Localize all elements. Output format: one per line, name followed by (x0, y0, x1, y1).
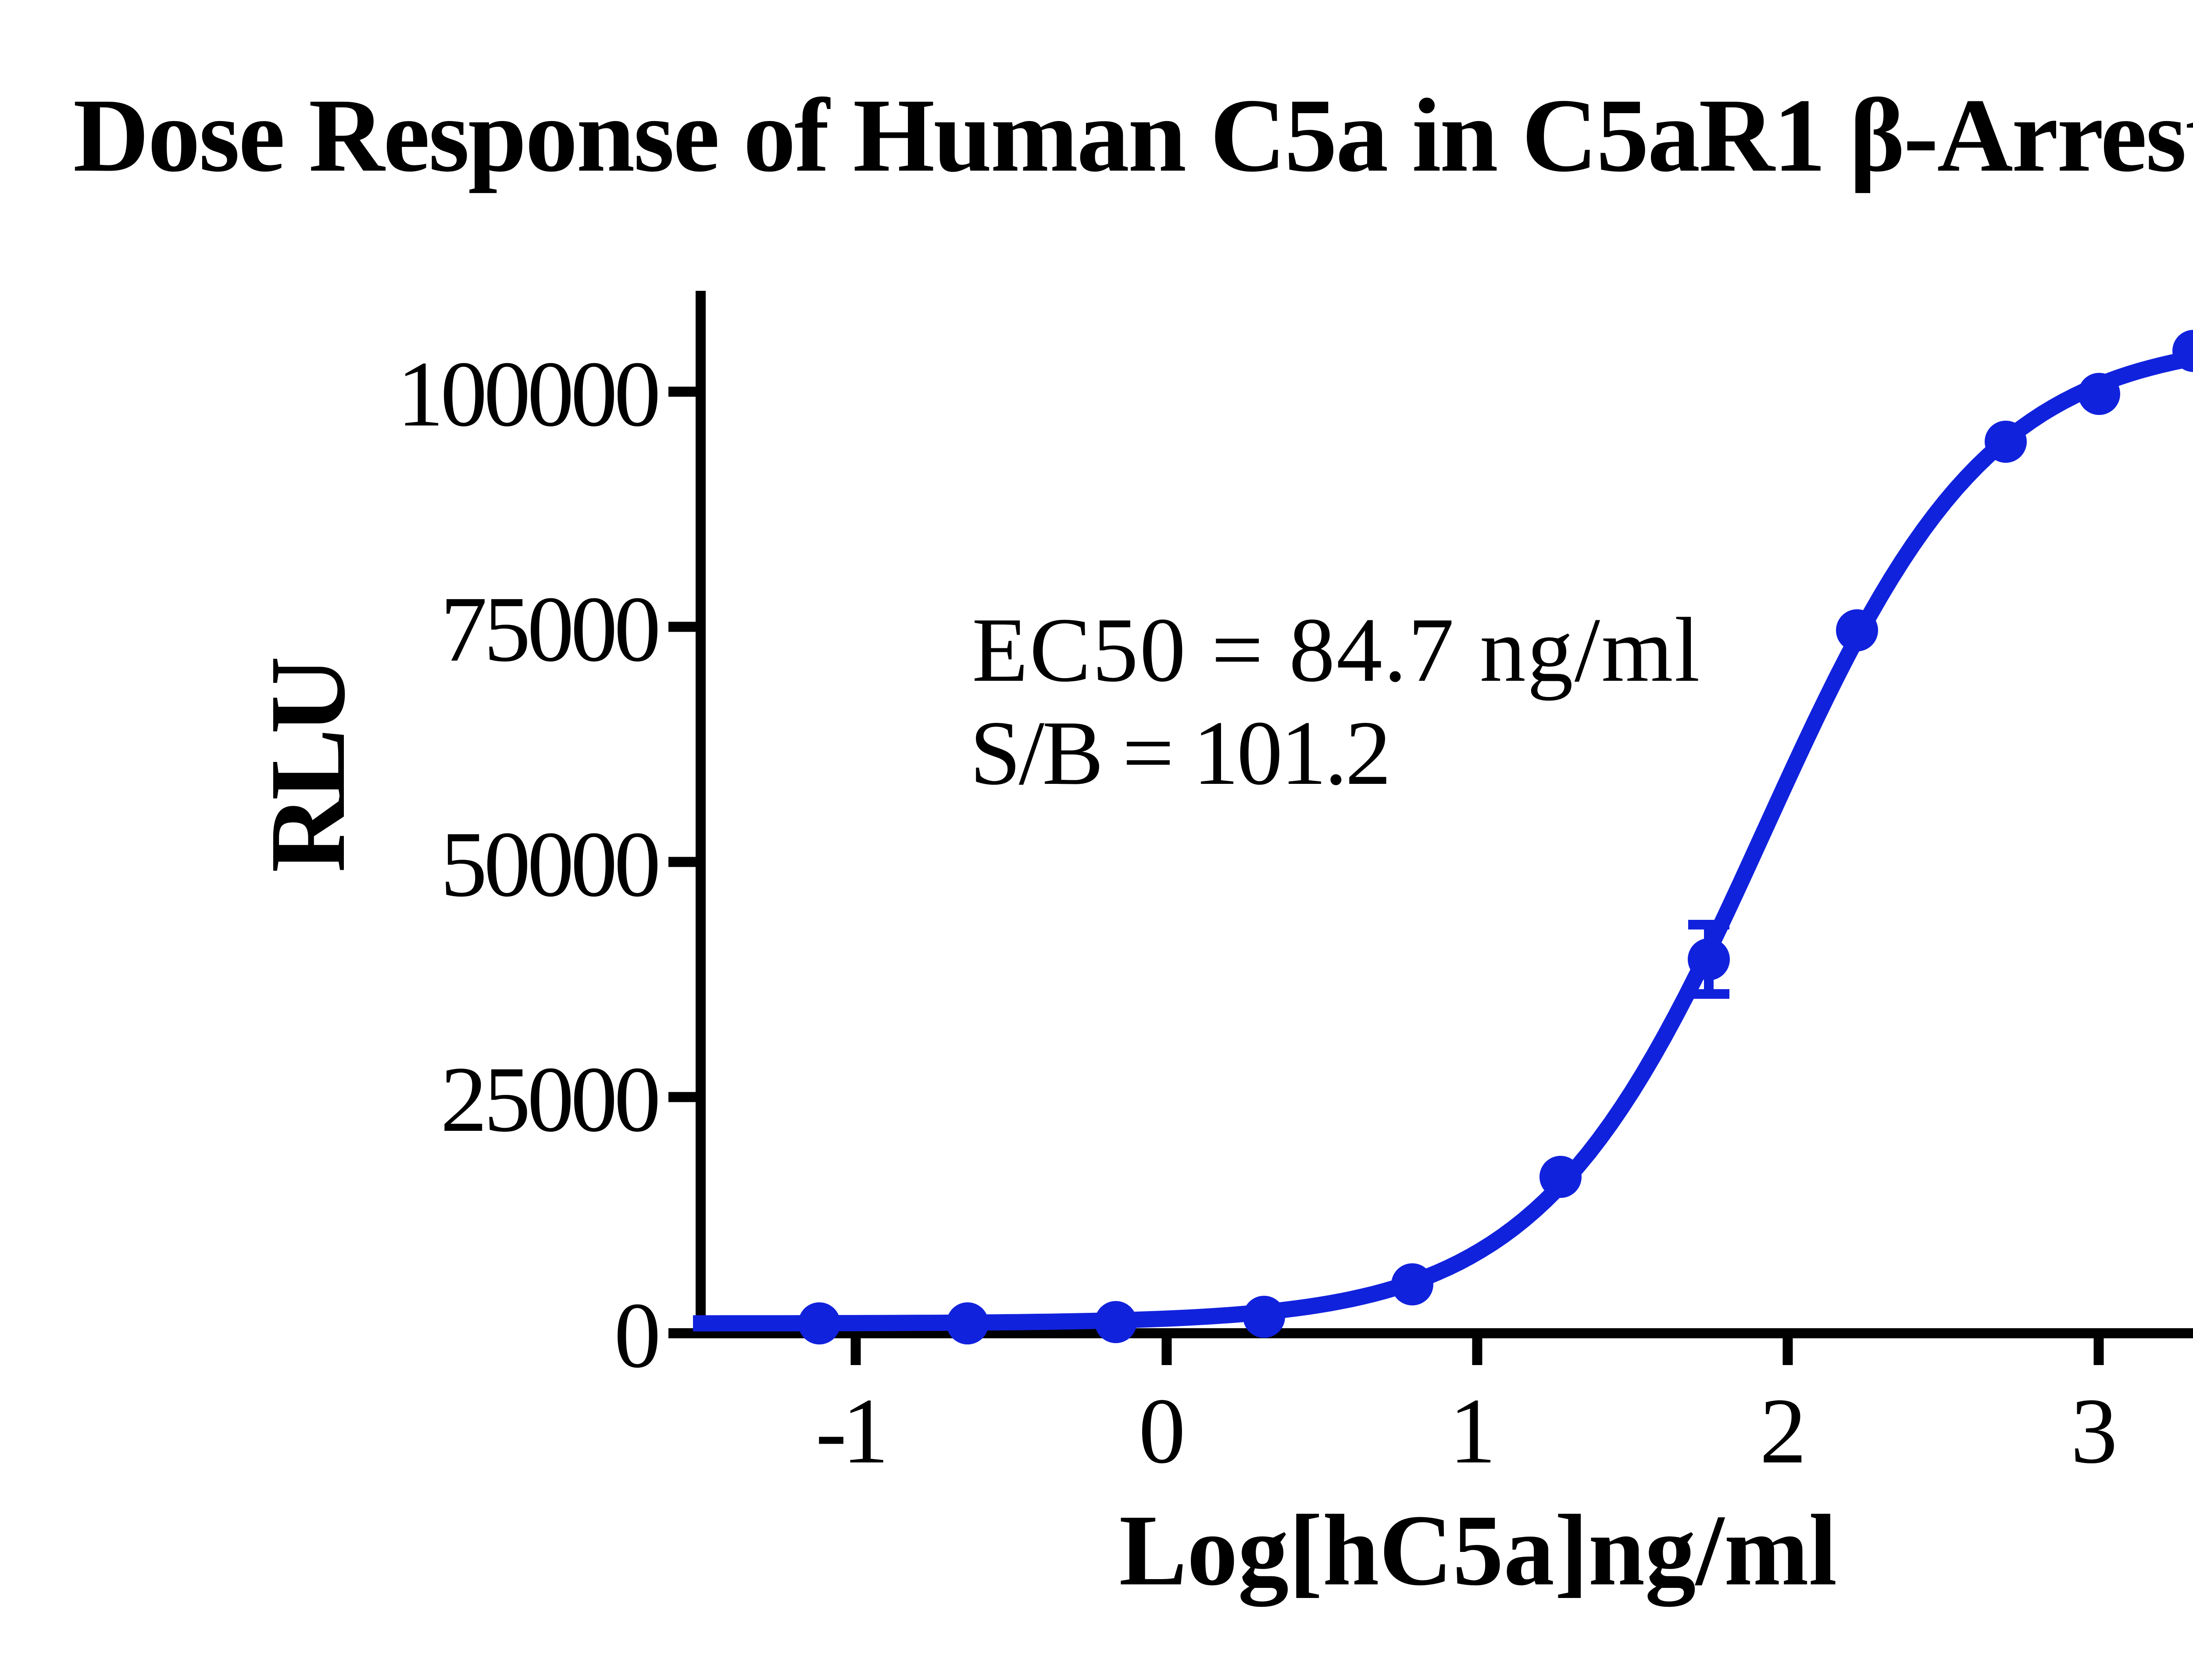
svg-text:-1: -1 (815, 1379, 884, 1483)
svg-text:50000: 50000 (440, 812, 657, 916)
svg-text:25000: 25000 (440, 1047, 657, 1151)
svg-text:S/B = 101.2: S/B = 101.2 (970, 702, 1389, 804)
svg-text:1: 1 (1449, 1379, 1491, 1483)
svg-text:Dose Response of Human C5a in: Dose Response of Human C5a in C5aR1 β-Ar… (73, 69, 2193, 193)
svg-text:3: 3 (2071, 1379, 2114, 1483)
svg-text:Log[hC5a]ng/ml: Log[hC5a]ng/ml (1119, 1494, 1837, 1607)
svg-text:RLU: RLU (248, 658, 368, 872)
svg-text:75000: 75000 (440, 577, 657, 681)
svg-text:0: 0 (614, 1283, 657, 1387)
svg-text:2: 2 (1760, 1379, 1802, 1483)
svg-text:100000: 100000 (397, 342, 657, 446)
svg-text:EC50 = 84.7 ng/ml: EC50 = 84.7 ng/ml (972, 599, 1701, 701)
svg-text:0: 0 (1139, 1379, 1182, 1483)
